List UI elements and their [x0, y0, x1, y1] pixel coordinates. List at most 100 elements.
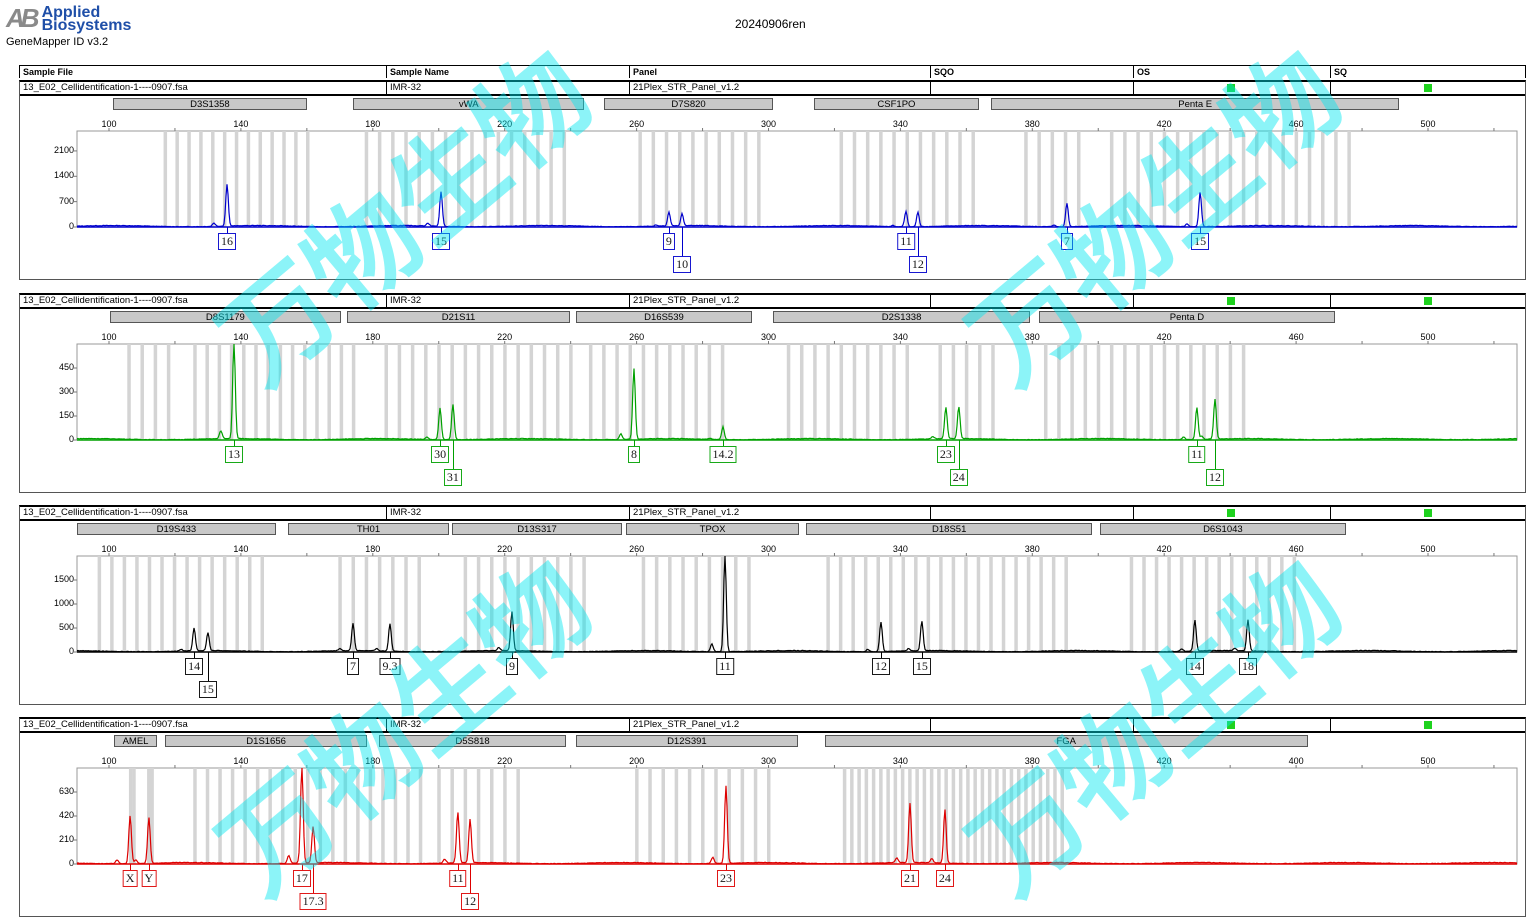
allele-label: 12	[461, 893, 480, 910]
allele-label: 12	[871, 658, 890, 675]
allele-connector	[880, 652, 882, 658]
x-tick-label: 380	[1024, 756, 1040, 766]
allele-bin	[229, 344, 234, 440]
allele-label: 14.2	[709, 446, 737, 463]
panel-name: 21Plex_STR_Panel_v1.2	[633, 507, 740, 518]
allele-connector	[389, 652, 391, 658]
allele-bin	[266, 344, 270, 440]
x-tick-label: 420	[1156, 332, 1172, 342]
os-quality-indicator	[1227, 297, 1235, 305]
allele-bin	[163, 131, 168, 227]
x-tick-label: 500	[1420, 332, 1436, 342]
allele-bin	[964, 556, 968, 652]
allele-bin	[555, 556, 560, 652]
sample-file: 13_E02_Cellidentification-1----0907.fsa	[23, 719, 188, 730]
allele-bin	[199, 131, 203, 227]
column-divider	[1330, 295, 1331, 307]
x-tick-label: 420	[1156, 544, 1172, 554]
allele-connector	[668, 227, 670, 233]
allele-bin	[929, 768, 934, 864]
marker-d21s11: D21S11	[347, 311, 570, 323]
allele-bin	[327, 344, 331, 440]
allele-bin	[602, 344, 606, 440]
dye-panel-red: 13_E02_Cellidentification-1----0907.fsa I…	[19, 717, 1526, 917]
marker-d1s1656: D1S1656	[165, 735, 368, 747]
allele-bin	[1175, 131, 1180, 227]
allele-bin	[222, 131, 227, 227]
allele-bin	[470, 131, 474, 227]
allele-bin	[234, 131, 239, 227]
allele-label: 17.3	[299, 893, 327, 910]
allele-bin	[951, 556, 956, 652]
y-tick-label: 1500	[53, 574, 74, 584]
allele-bin	[522, 131, 527, 227]
allele-bin	[549, 131, 553, 227]
allele-label: X	[122, 870, 138, 887]
allele-bin	[1123, 344, 1127, 440]
allele-bin	[681, 344, 685, 440]
allele-bin	[937, 768, 941, 864]
allele-bin	[964, 344, 969, 440]
allele-bin	[865, 344, 870, 440]
allele-bin	[247, 556, 252, 652]
allele-bin	[826, 344, 830, 440]
allele-bin	[1136, 131, 1140, 227]
y-tick-label: 0	[68, 646, 74, 656]
allele-bin	[153, 344, 158, 440]
allele-bin	[1255, 556, 1259, 652]
allele-bin	[185, 556, 189, 652]
allele-bin	[381, 768, 385, 864]
allele-connector	[945, 440, 947, 446]
allele-bin	[254, 344, 258, 440]
y-tick-label: 630	[58, 786, 74, 796]
allele-connector	[1247, 652, 1249, 658]
allele-bin	[973, 768, 977, 864]
allele-bin	[217, 344, 222, 440]
allele-bin	[404, 556, 408, 652]
allele-bin	[463, 556, 468, 652]
allele-bin	[315, 344, 319, 440]
allele-bin	[1053, 768, 1057, 864]
allele-bin	[1001, 556, 1006, 652]
allele-bin	[740, 768, 745, 864]
allele-bin	[364, 131, 369, 227]
logo-line1: Applied	[41, 3, 101, 21]
allele-bin	[958, 131, 962, 227]
allele-bin	[490, 556, 494, 652]
allele-label: 15	[432, 233, 451, 250]
x-tick-label: 220	[497, 332, 513, 342]
x-tick-label: 140	[233, 332, 249, 342]
sample-file: 13_E02_Cellidentification-1----0907.fsa	[23, 295, 188, 306]
allele-connector	[906, 227, 907, 233]
allele-bin	[351, 344, 356, 440]
x-tick-label: 140	[233, 756, 249, 766]
allele-bin	[893, 768, 898, 864]
allele-bin	[1204, 556, 1209, 652]
sample-name: IMR-32	[390, 295, 422, 306]
allele-bin	[280, 768, 285, 864]
allele-bin	[1167, 556, 1171, 652]
marker-d2s1338: D2S1338	[773, 311, 1030, 323]
allele-bin	[377, 131, 382, 227]
allele-bin	[951, 768, 956, 864]
allele-bin	[306, 768, 310, 864]
allele-bin	[668, 344, 672, 440]
allele-bin	[651, 131, 656, 227]
sample-file: 13_E02_Cellidentification-1----0907.fsa	[23, 82, 188, 93]
allele-bin	[664, 131, 669, 227]
allele-bin	[879, 131, 883, 227]
allele-bin	[743, 131, 748, 227]
column-divider	[629, 82, 630, 94]
y-tick-label: 450	[58, 362, 74, 372]
column-divider	[629, 507, 630, 519]
allele-bin	[193, 768, 197, 864]
allele-bin	[1268, 131, 1272, 227]
x-tick-label: 180	[365, 119, 381, 129]
y-tick-label: 210	[58, 834, 74, 844]
column-divider	[386, 82, 387, 94]
allele-bin	[338, 556, 342, 652]
allele-bin	[172, 556, 177, 652]
allele-bin	[1009, 768, 1014, 864]
allele-bin	[1024, 131, 1028, 227]
allele-bin	[1060, 768, 1064, 864]
